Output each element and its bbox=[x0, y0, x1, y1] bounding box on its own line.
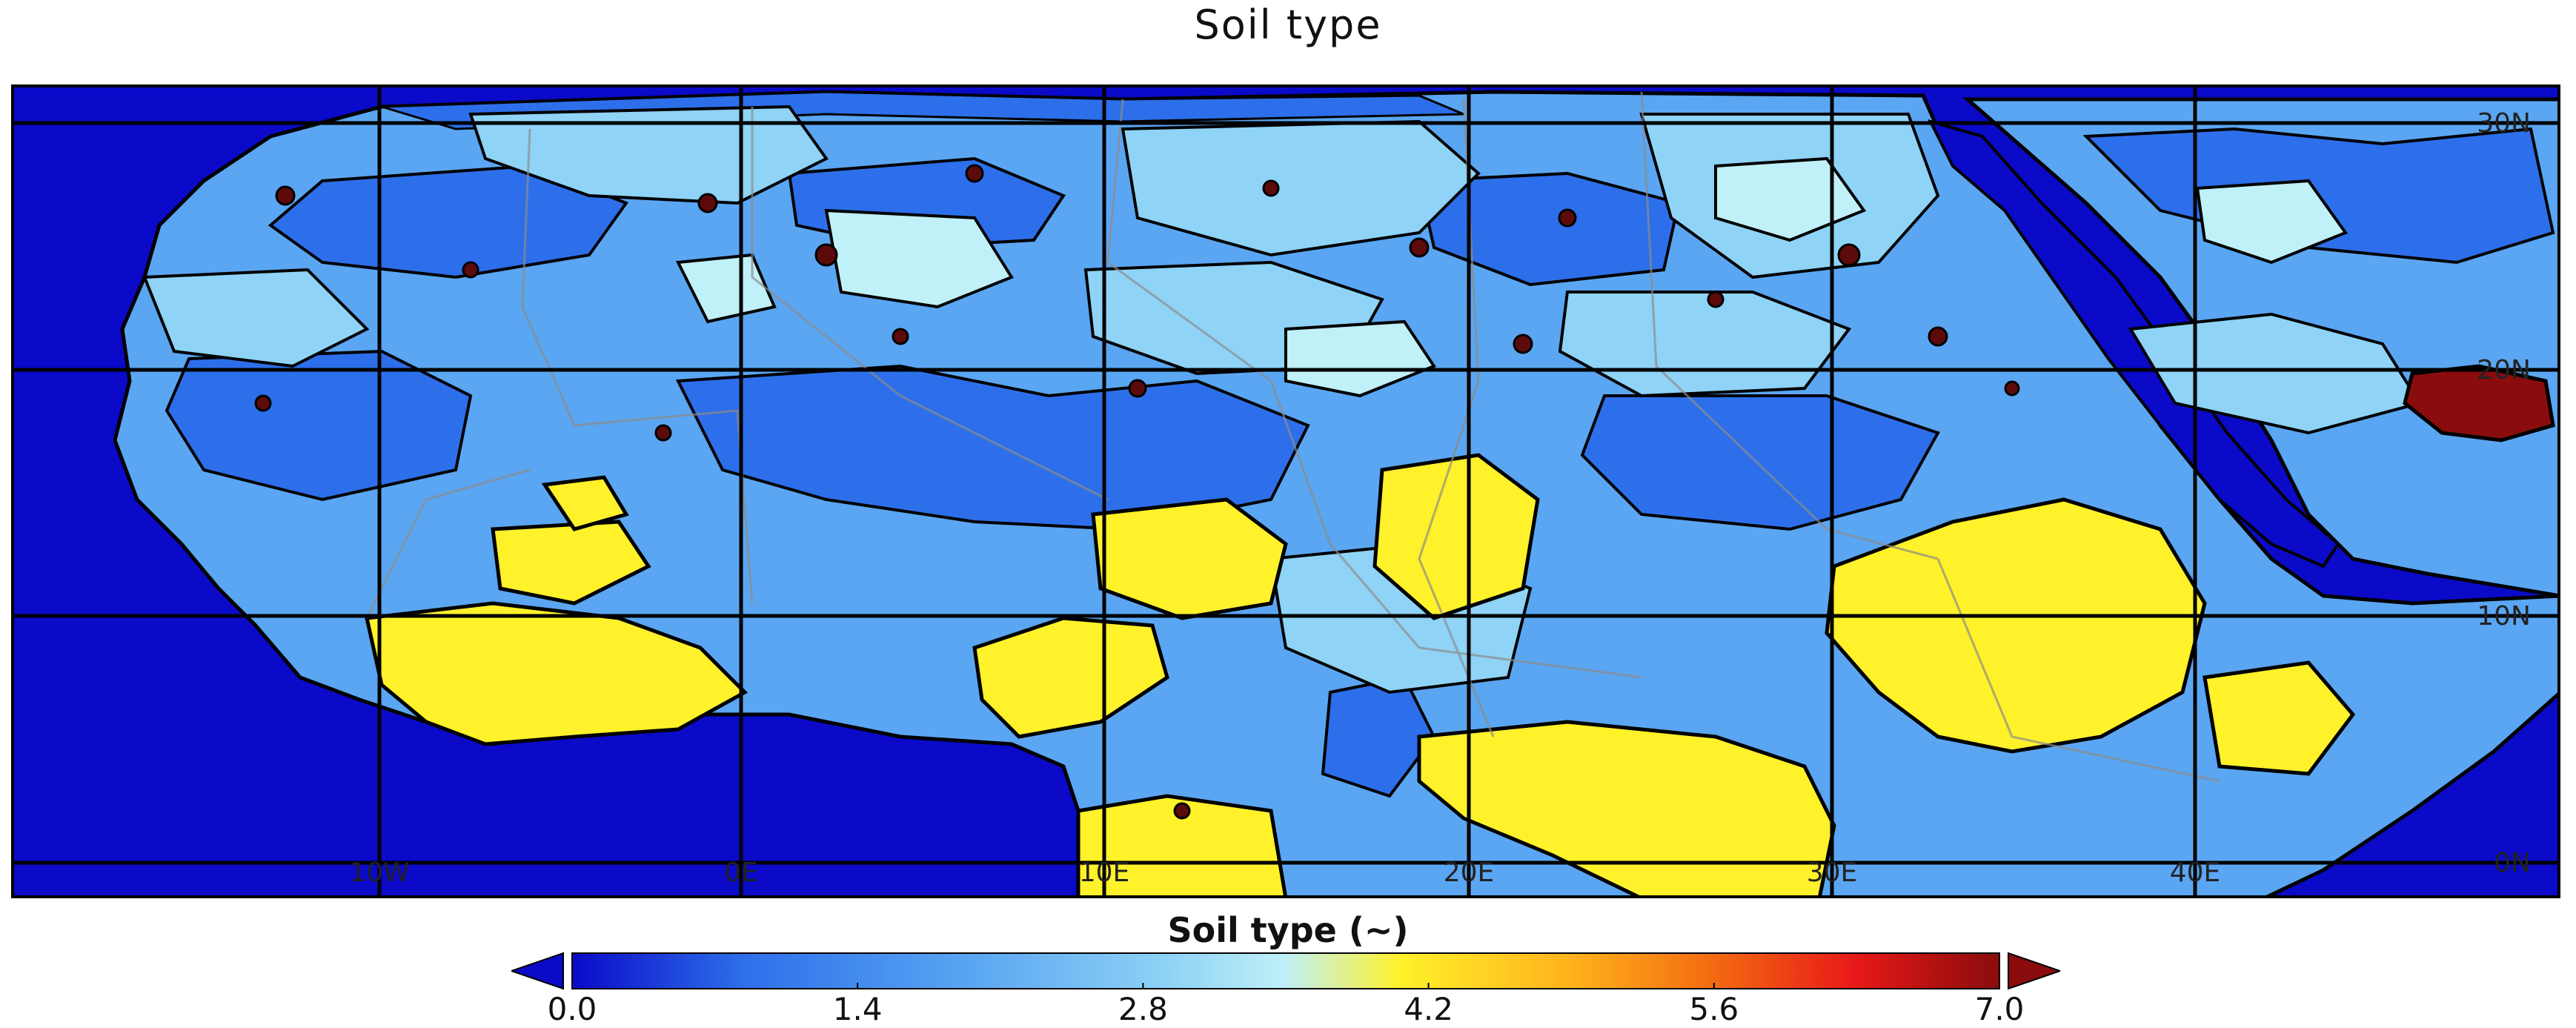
lon-label-30e: 30E bbox=[1807, 858, 1858, 888]
lon-label-10e: 10E bbox=[1079, 858, 1130, 888]
colorbar-ticks: 0.0 1.4 2.8 4.2 5.6 7.0 bbox=[548, 983, 2025, 1027]
colorbar-tick-label: 7.0 bbox=[1975, 991, 2025, 1025]
class-1-regions bbox=[165, 127, 2555, 798]
lon-label-40e: 40E bbox=[2170, 858, 2221, 888]
colorbar-tick-label: 0.0 bbox=[548, 991, 597, 1025]
colorbar-tick-label: 2.8 bbox=[1118, 991, 1168, 1025]
colorbar-gradient bbox=[571, 952, 2000, 989]
colorbar: 0.0 1.4 2.8 4.2 5.6 7.0 bbox=[508, 949, 2063, 1027]
class-4-regions bbox=[675, 156, 2348, 398]
lat-labels: 30N 20N 10N 0N bbox=[2477, 108, 2531, 878]
lat-label-0n: 0N bbox=[2494, 848, 2531, 878]
colorbar-title: Soil type (~) bbox=[1167, 910, 1409, 950]
lon-labels: 10W 0E 10E 20E 30E 40E bbox=[349, 858, 2220, 888]
lon-label-20e: 20E bbox=[1444, 858, 1495, 888]
soil-type-map: 30N 20N 10N 0N 10W 0E 10E 20E 30E 40E bbox=[11, 84, 2560, 898]
lon-label-0e: 0E bbox=[724, 858, 758, 888]
chart-title: Soil type bbox=[1194, 1, 1382, 48]
map-frame bbox=[11, 84, 2560, 898]
class-5-regions bbox=[364, 453, 2356, 898]
colorbar-tick-label: 5.6 bbox=[1689, 991, 1739, 1025]
lat-label-10n: 10N bbox=[2477, 601, 2531, 631]
lon-label-10w: 10W bbox=[349, 858, 409, 888]
colorbar-max-arrow bbox=[2008, 952, 2063, 990]
graticule bbox=[11, 84, 2560, 898]
colorbar-min-arrow bbox=[508, 952, 564, 990]
colorbar-svg: 0.0 1.4 2.8 4.2 5.6 7.0 bbox=[508, 952, 2063, 1027]
lat-label-30n: 30N bbox=[2477, 108, 2531, 139]
colorbar-tick-label: 1.4 bbox=[833, 991, 883, 1025]
map-canvas: 30N 20N 10N 0N 10W 0E 10E 20E 30E 40E bbox=[11, 84, 2560, 898]
colorbar-tick-label: 4.2 bbox=[1404, 991, 1453, 1025]
lat-label-20n: 20N bbox=[2477, 355, 2531, 385]
red-sea bbox=[1928, 119, 2340, 568]
dark-spots bbox=[254, 164, 2020, 820]
